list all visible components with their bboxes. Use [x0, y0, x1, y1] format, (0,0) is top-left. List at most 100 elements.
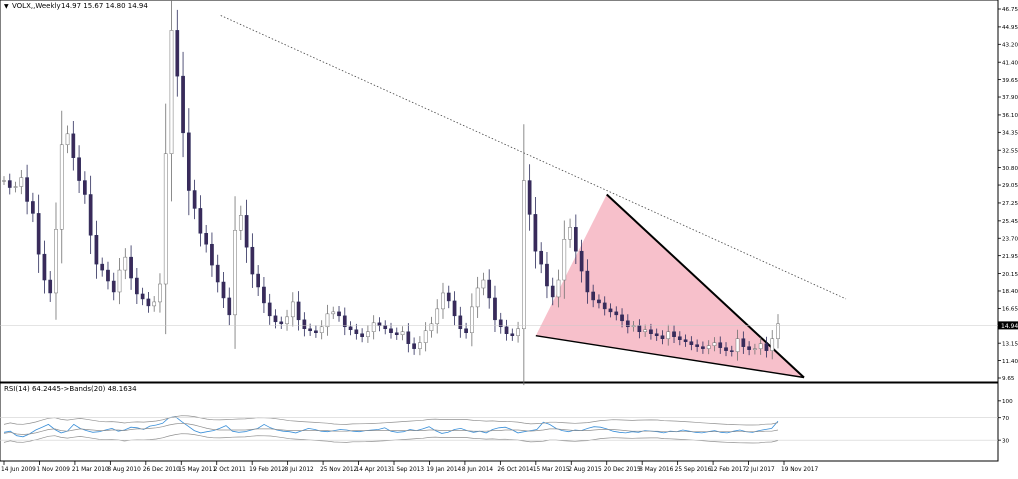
candle-body [776, 323, 780, 339]
candle-body [383, 325, 388, 330]
y-tick-label: 23.70 [1002, 236, 1018, 242]
candle-body [625, 320, 630, 328]
x-tick-label: 21 Mar 2010 [72, 467, 109, 473]
candle-body [493, 297, 497, 321]
candle-body [163, 153, 168, 285]
candle-body [285, 316, 289, 325]
rsi-panel[interactable] [0, 382, 999, 462]
bands-envelope-line [3, 415, 779, 426]
y-tick-label: 30.80 [1002, 166, 1018, 172]
candle-body [597, 299, 601, 304]
candle-body [568, 227, 572, 240]
candle-body [2, 180, 6, 182]
candle-body [123, 256, 128, 271]
y-tick-label: 29.05 [1002, 183, 1018, 189]
x-tick-label: 2 Oct 2011 [214, 467, 246, 473]
y-tick-label: 18.40 [1002, 289, 1018, 295]
candle-body [550, 285, 555, 298]
candle-body [267, 302, 272, 317]
candle-body [539, 250, 544, 265]
x-tick-label: 1 Nov 2009 [36, 467, 70, 473]
candle-body [556, 279, 561, 298]
candle-body [348, 326, 353, 331]
candle-body [573, 227, 578, 252]
candle-body [342, 315, 347, 328]
candle-body [741, 338, 746, 347]
candle-body [677, 336, 682, 340]
candle-body [279, 321, 284, 325]
x-tick-label: 25 Sep 2016 [675, 467, 712, 473]
candle-body [591, 291, 596, 301]
candle-body [325, 313, 330, 328]
y-tick-label: 11.40 [1002, 359, 1018, 365]
candle-body [48, 279, 53, 294]
candle-body [441, 292, 445, 310]
x-tick-label: 19 Jan 2014 [426, 467, 461, 473]
wedge-lower-line [535, 335, 805, 379]
rsi-label: RSI(14) 64.2445 [4, 385, 61, 393]
candle-body [77, 157, 81, 181]
candle-body [83, 180, 87, 195]
candle-body [215, 264, 220, 283]
candle-body [643, 329, 647, 333]
candle-body [7, 180, 12, 188]
candle-body [394, 332, 399, 335]
y-tick-label: 43.20 [1002, 43, 1018, 49]
y-tick-label: 27.25 [1002, 201, 1018, 207]
candle-body [65, 133, 70, 146]
candle-body [400, 331, 405, 335]
candle-body [683, 339, 688, 342]
candle-body [13, 186, 18, 188]
candle-body [296, 301, 301, 321]
candle-body [412, 343, 416, 349]
dotted-trendline [220, 15, 847, 300]
candle-body [637, 325, 642, 333]
candle-body [227, 297, 232, 316]
y-tick-label: 21.95 [1002, 254, 1018, 260]
candle-body [533, 214, 538, 252]
candle-body [54, 229, 58, 294]
candle-body [244, 215, 249, 248]
candle-body [238, 215, 243, 231]
y-tick-label: 20.15 [1002, 272, 1018, 278]
candle-body [256, 273, 260, 288]
candle-body [111, 280, 116, 293]
candle-body [562, 239, 567, 281]
candle-body [516, 328, 520, 336]
candle-body [423, 330, 428, 343]
candle-body [649, 329, 653, 334]
candle-body [152, 301, 157, 307]
last-price-text: 14.94 [1001, 323, 1018, 330]
candle-body [181, 75, 185, 134]
candle-body [608, 308, 613, 313]
candle-body [31, 201, 35, 214]
candle-body [706, 345, 711, 349]
x-tick-label: 19 Nov 2017 [781, 467, 818, 473]
candle-body [221, 281, 226, 299]
x-tick-label: 19 Feb 2012 [249, 467, 285, 473]
price-series [2, 0, 847, 386]
y-tick-label: 44.95 [1002, 25, 1018, 31]
x-tick-label: 20 Dec 2015 [604, 467, 641, 473]
candle-body [452, 300, 457, 317]
candle-body [146, 298, 151, 307]
candle-body [510, 333, 515, 336]
symbol-menu-icon[interactable]: ▼ [4, 3, 9, 10]
wedge-fill [535, 194, 804, 378]
bands-label: ->Bands(20) 48.1634 [61, 385, 137, 393]
candle-body [273, 315, 278, 323]
candle-body [360, 333, 364, 337]
candle-body [435, 308, 440, 325]
x-tick-label: 15 Mar 2015 [533, 467, 570, 473]
y-tick-label: 41.40 [1002, 60, 1018, 66]
x-tick-label: 8 May 2016 [639, 467, 673, 473]
candle-body [314, 330, 318, 333]
candle-body [418, 342, 422, 349]
candle-body [689, 341, 694, 345]
y-tick-label: 34.35 [1002, 131, 1018, 137]
candle-body [504, 326, 509, 334]
candle-body [654, 333, 659, 336]
x-tick-label: 8 Jun 2014 [462, 467, 493, 473]
